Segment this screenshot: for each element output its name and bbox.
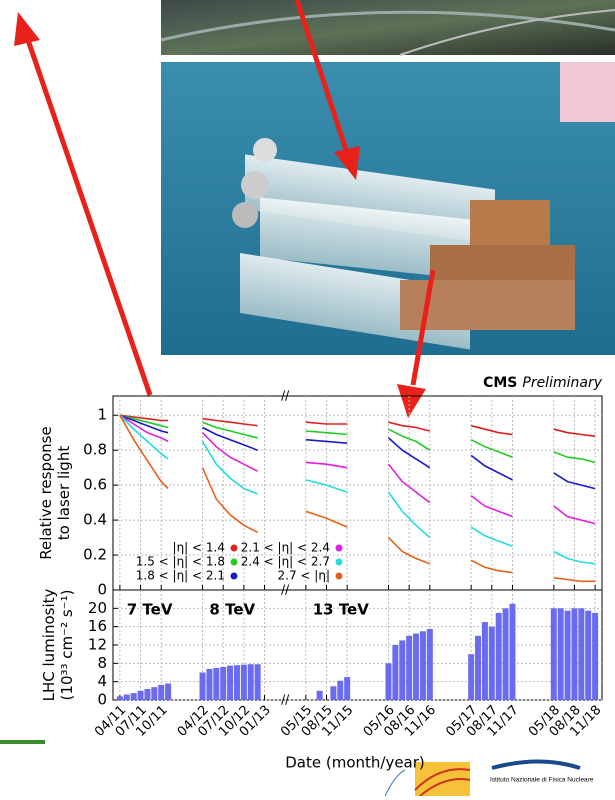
lumi-bar [241, 665, 247, 700]
energy-label: 8 TeV [209, 601, 255, 619]
y-tick-label: 0.4 [83, 511, 107, 529]
y-tick-label: 0 [97, 691, 107, 709]
y-axis-label: Relative responseto laser light [37, 426, 73, 559]
legend-label: 2.1 < |η| < 2.4 [241, 541, 330, 555]
energy-label: 13 TeV [313, 601, 370, 619]
y-tick-label: 0 [97, 581, 107, 599]
lumi-bar [489, 627, 495, 700]
cms-bold: CMS [483, 375, 517, 391]
y-tick-label: 16 [88, 617, 107, 635]
lumi-bar [158, 685, 164, 700]
legend-marker [231, 559, 238, 566]
lumi-bar [558, 608, 564, 700]
y-tick-label: 0.8 [83, 441, 107, 459]
y-tick-label: 0.6 [83, 476, 107, 494]
institute-name: Istituto Nazionale di Fisica Nucleare [490, 777, 594, 784]
lumi-bar [503, 608, 509, 700]
accent-bar [0, 740, 45, 744]
series-line [120, 415, 595, 523]
axis-break: // [281, 693, 290, 707]
legend-label: 2.4 < |η| < 2.7 [241, 555, 330, 569]
y-tick-label: 4 [97, 672, 107, 690]
lumi-bar [551, 608, 557, 700]
lumi-bar [482, 622, 488, 700]
lumi-bar [413, 634, 419, 700]
lumi-bar [509, 604, 515, 700]
axis-break: // [281, 389, 290, 403]
lumi-bar [234, 665, 240, 700]
legend-label: 1.8 < |η| < 2.1 [136, 569, 225, 583]
y-axis-label-line: to laser light [55, 446, 73, 541]
lumi-bar [248, 664, 254, 700]
lumi-bar [496, 613, 502, 700]
legend-marker [336, 573, 343, 580]
series-line [120, 415, 595, 462]
lumi-bar [399, 640, 405, 700]
detector-photo [161, 0, 615, 55]
lumi-bar [392, 645, 398, 700]
y-tick-label: 0.2 [83, 546, 107, 564]
lumi-bar [144, 689, 150, 700]
lumi-bar [420, 631, 426, 700]
legend-marker [231, 545, 238, 552]
y-axis-label: LHC luminosity(10³³ cm⁻² s⁻¹) [40, 589, 76, 702]
lumi-bar [255, 664, 261, 700]
y-tick-label: 1 [97, 406, 107, 424]
lumi-bar [200, 673, 206, 701]
lumi-bar [578, 608, 584, 700]
lumi-bar [475, 636, 481, 700]
lumi-bar [227, 666, 233, 700]
lumi-bar [220, 667, 226, 700]
slide: Istituto Nazionale di Fisica Nucleare 0 0… [0, 0, 615, 796]
lumi-bar [427, 629, 433, 700]
lumi-bar [330, 686, 336, 700]
legend-marker [231, 573, 238, 580]
lumi-bar [206, 669, 212, 700]
lumi-bar [571, 608, 577, 700]
y-axis-label-line: LHC luminosity [40, 589, 58, 702]
y-axis-label-line: (10³³ cm⁻² s⁻¹) [58, 590, 76, 701]
lumi-bar [131, 693, 137, 700]
crystal-photo [161, 62, 615, 355]
cms-label: CMS Preliminary [483, 375, 603, 391]
series-line [120, 415, 595, 488]
lumi-bar [317, 691, 323, 700]
lumi-bar [406, 636, 412, 700]
page: {"chart_data":[ {"type":"line","ylabel":… [0, 0, 615, 796]
lumi-bar [124, 695, 130, 701]
lumi-bar [337, 681, 343, 700]
lumi-bar [592, 613, 598, 700]
lumi-bar [468, 654, 474, 700]
legend-label: 2.7 < |η| [278, 569, 330, 583]
lumi-bar [213, 668, 219, 700]
cms-sub: Preliminary [522, 375, 602, 391]
lumi-bar [344, 677, 350, 700]
lumi-bar [151, 687, 157, 700]
x-axis-label: Date (month/year) [285, 754, 425, 772]
lumi-bar [385, 663, 391, 700]
legend-marker [336, 545, 343, 552]
lumi-bar [138, 691, 144, 700]
y-tick-label: 20 [88, 599, 107, 617]
axis-break: // [281, 583, 290, 597]
energy-label: 7 TeV [127, 601, 173, 619]
legend-label: |η| < 1.4 [173, 541, 225, 555]
y-tick-label: 12 [88, 636, 107, 654]
lumi-bar [565, 611, 571, 700]
legend-marker [336, 559, 343, 566]
lumi-bar [165, 684, 171, 701]
lumi-bar [585, 611, 591, 700]
series-line [120, 415, 595, 436]
legend-label: 1.5 < |η| < 1.8 [136, 555, 225, 569]
lumi-bar [117, 696, 123, 700]
y-tick-label: 8 [97, 654, 107, 672]
y-axis-label-line: Relative response [37, 426, 55, 559]
